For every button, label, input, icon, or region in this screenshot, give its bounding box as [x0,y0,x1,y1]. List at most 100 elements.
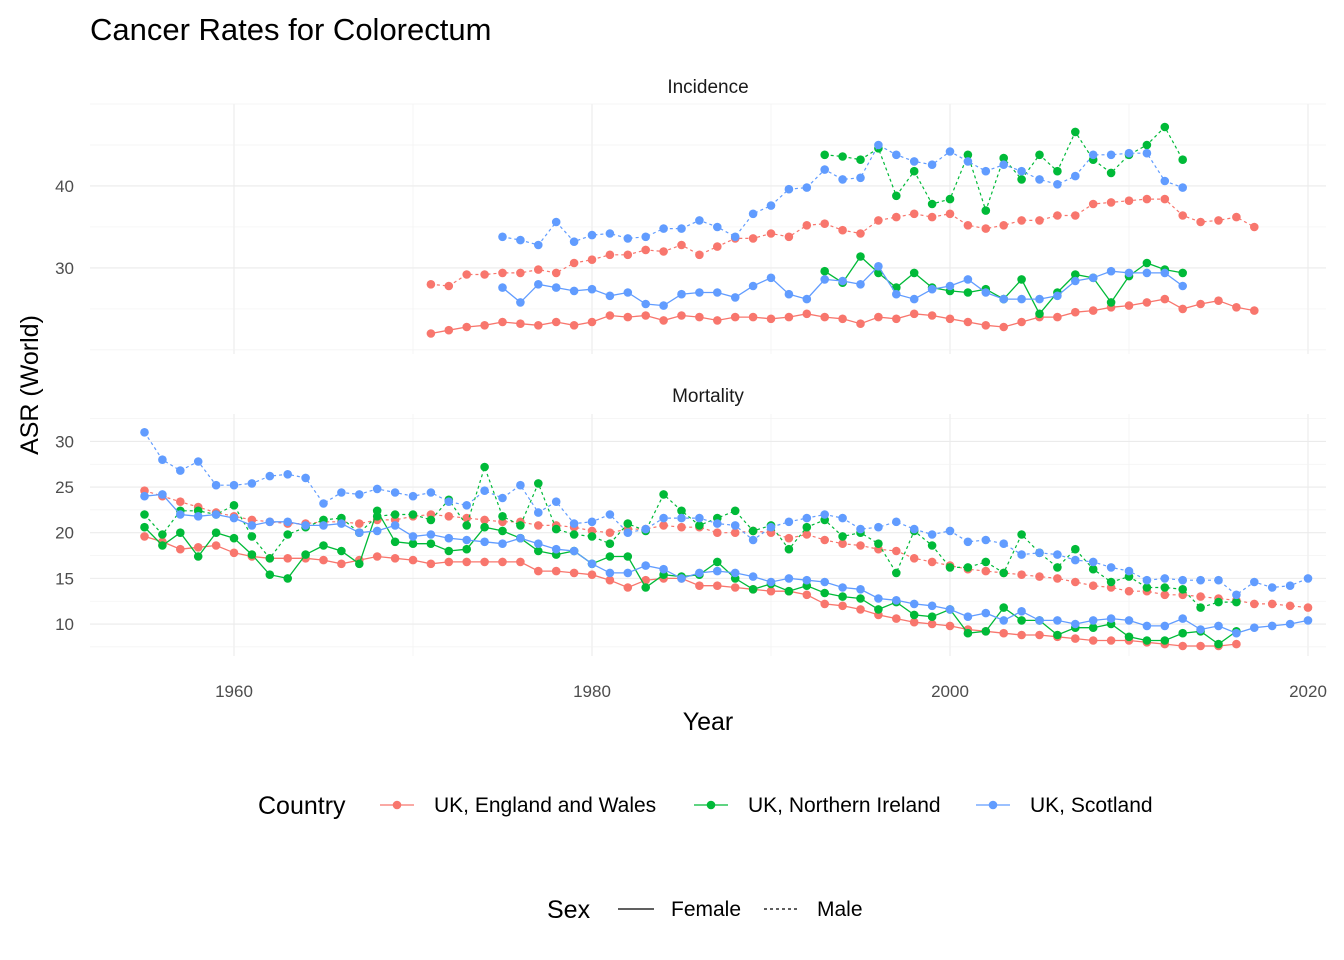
data-point [1124,268,1134,278]
data-point [856,541,865,550]
data-point [713,242,722,251]
y-axis-title: ASR (World) [16,315,44,455]
data-point [1088,199,1098,209]
y-tick-label: 30 [55,259,74,278]
x-tick-label: 2000 [931,682,969,701]
data-point [1071,555,1080,565]
data-point [623,234,633,243]
data-point [784,544,794,554]
data-point [713,528,722,537]
data-point [319,499,328,508]
data-point [892,596,901,605]
data-point [498,539,507,548]
data-point [587,570,597,579]
series-line-scotland-female [144,493,1309,634]
data-point [390,537,400,547]
data-point [534,521,543,530]
data-point [319,555,328,565]
data-point [176,497,185,507]
series-incidence [426,122,1259,338]
data-point [1178,628,1187,638]
data-point [927,311,937,320]
data-point [927,160,937,169]
data-point [838,583,847,592]
data-point [963,612,973,621]
data-point [1106,168,1116,178]
data-point [1124,301,1134,310]
data-point [748,526,758,536]
data-point [1196,575,1205,585]
data-point [981,224,991,233]
data-point [247,550,257,559]
data-point [838,225,847,235]
data-point [713,316,722,325]
data-point [1160,636,1170,645]
data-point [265,517,275,527]
data-point [874,312,883,322]
data-point [999,628,1008,638]
data-point [551,317,561,327]
data-point [927,612,937,621]
data-point [856,585,865,594]
data-point [444,557,454,567]
data-point [372,484,382,494]
data-point [1035,572,1044,581]
data-point [1106,266,1116,276]
data-point [158,455,167,465]
grid-mortality [90,414,1326,656]
legend-label-ni: UK, Northern Ireland [748,794,941,817]
data-point [265,570,275,579]
data-point [1196,603,1205,612]
data-point [623,250,633,260]
data-point [945,314,955,324]
data-point [319,541,328,550]
data-point [802,522,812,532]
data-point [963,563,973,572]
data-point [1303,616,1313,625]
data-point [1106,150,1116,160]
data-point [1106,198,1116,207]
data-point [659,316,668,325]
data-point [140,428,149,437]
data-point [838,314,847,324]
data-point [534,280,543,289]
data-point [945,526,955,536]
data-point [569,546,579,556]
data-point [838,592,847,601]
panel-mortality: Mortality 10 15 20 25 30 [55,386,1326,656]
data-point [784,289,794,299]
data-point [444,281,454,291]
data-point [820,275,829,284]
data-point [337,519,346,528]
data-point [1053,630,1062,640]
data-point [981,166,991,176]
data-point [1250,577,1259,587]
data-point [677,240,686,250]
data-point [874,539,883,548]
data-point [1053,550,1062,559]
data-point [587,317,597,327]
data-point [1267,583,1277,592]
data-point [1017,570,1026,579]
data-point [802,309,812,319]
data-point [748,535,758,545]
data-point [1017,616,1026,625]
data-point [874,140,883,150]
data-point [927,619,937,629]
data-point [516,268,525,278]
data-point [605,539,615,548]
data-point [176,510,185,519]
data-point [1017,317,1026,327]
data-point [1071,276,1080,286]
data-point [462,270,472,279]
data-point [605,229,615,238]
data-point [1160,583,1170,592]
data-point [1250,222,1259,232]
data-point [480,462,489,472]
data-point [426,559,436,569]
data-point [1088,636,1098,645]
data-point [372,526,382,536]
data-point [659,513,668,523]
series-line-england-male [144,490,1309,609]
data-point [211,541,221,550]
